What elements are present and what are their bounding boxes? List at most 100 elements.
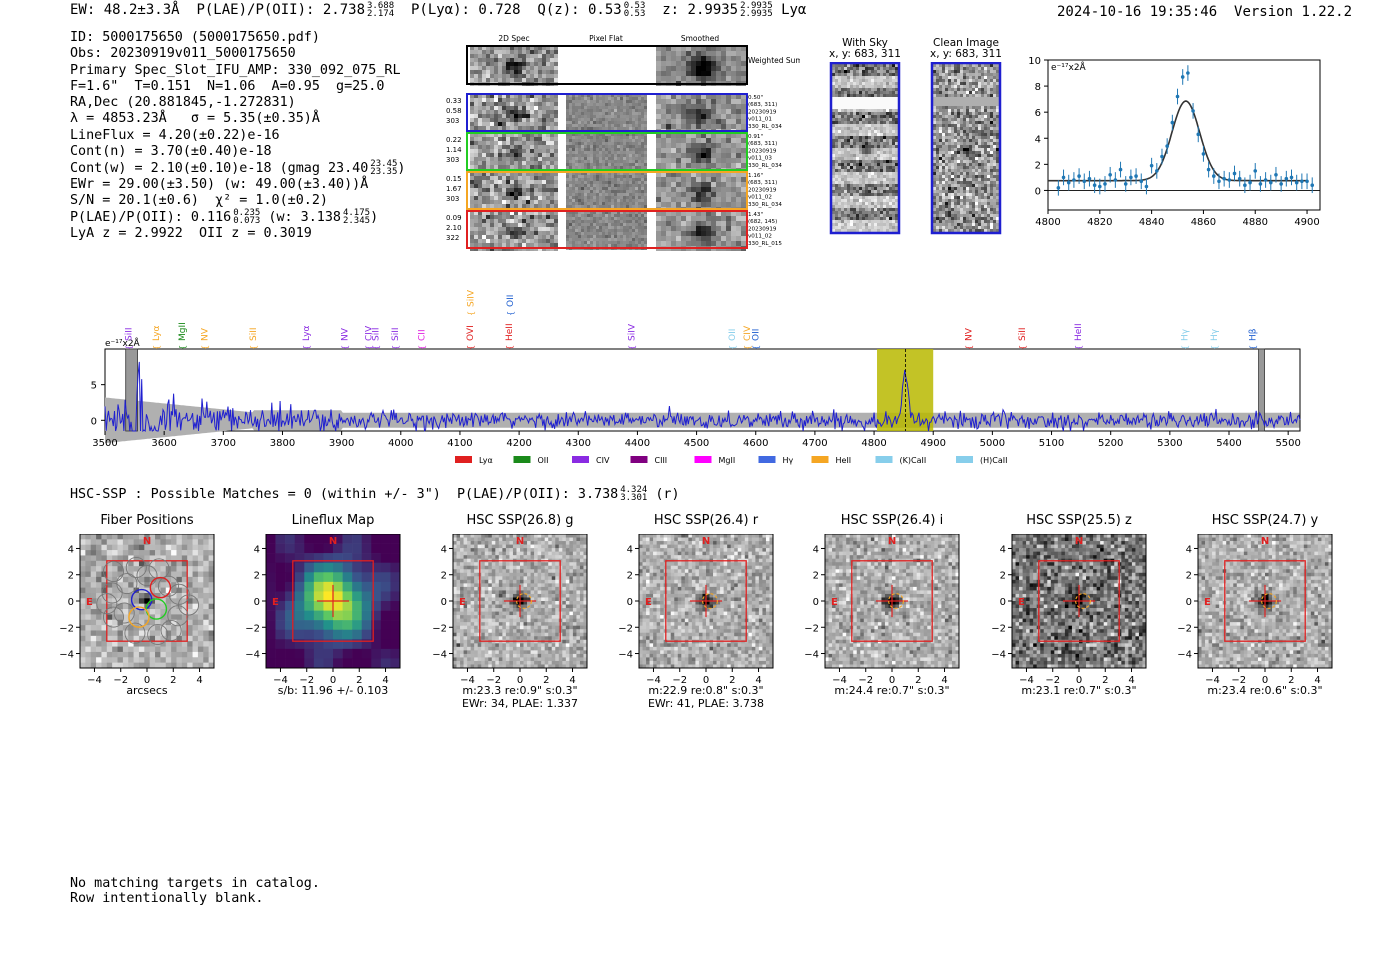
spectrum-xtick-label: 5500 [1275,438,1300,449]
spectrum-xtick-label: 4300 [566,438,591,449]
aperture-box [1038,560,1120,642]
fiber-weight-3: 303 [446,195,459,203]
catalog-ellipse [1075,593,1091,609]
legend-label: OII [538,456,549,465]
fit-xtick-label: 4820 [1087,217,1112,228]
spectral-line-bracket: { [628,345,637,350]
spectral-line-bracket: { [466,345,475,350]
spectral-line-bracket: { [391,345,400,350]
cutout-ytick-label: −4 [245,650,260,661]
spectral-line-label: CIV [743,325,753,341]
fit-point [1253,169,1258,173]
fit-point [1237,176,1242,181]
spectral-line-bracket: { [467,311,476,316]
cutout-ytick-label: −2 [618,623,633,634]
fit-point [1072,178,1076,182]
cutout-row: Fiber Positions N E 4 2 0 −2 −4 −4 −2 0 2 4 arcsecs Li… [0,508,1400,728]
fiber-meta-r1: 0.91" [748,134,763,140]
legend-swatch [956,456,973,463]
spectral-line-bracket: { [1210,345,1219,350]
fiber-row [470,133,746,173]
fit-point [1134,174,1138,178]
header-z-hi: 2.9935 [740,1,773,11]
fiber-meta-r3: 20230919 [748,109,777,115]
fit-point [1300,179,1304,184]
cutout-ytick-label: 0 [68,597,74,608]
cutout-caption: m:23.4 re:0.6" s:0.3" [1178,684,1352,697]
spectrum-xtick-label: 4200 [506,438,531,449]
spectrum-xtick-label: 3600 [151,438,176,449]
fiber-meta-r4: v011_01 [748,117,772,123]
cutout-xtick-label: −4 [1205,675,1220,686]
info-contn: Cont(n) = 3.70(±0.40)e-18 [70,144,272,160]
compass-east: E [86,597,93,608]
fit-point [1160,154,1164,159]
sky-images [829,62,1002,235]
fit-point [1118,167,1123,172]
fit-point [1165,144,1169,148]
legend-label: (K)CaII [900,456,927,465]
spectral-line-bracket: { [1181,345,1190,350]
timestamp: 2024-10-16 19:35:46 [1057,4,1218,20]
fit-point [1279,182,1283,186]
spectral-line-bracket: { [743,345,752,350]
fit-ytick-label: 6 [1035,108,1041,119]
cutout-xtick-label: −2 [858,675,873,686]
fiber-weight-3: 303 [446,156,459,164]
cutout-ytick-label: 4 [441,544,447,555]
cutout-pixels [266,534,401,669]
spectral-line-label: OVI [466,325,476,341]
spectral-line-label: SiII [1018,327,1028,341]
spectral-line-label: HeII [1074,323,1084,341]
fiber-meta-r5: 330_RL_015 [748,241,782,247]
fit-point [1170,120,1175,125]
spectral-line-label: Hγ [1210,328,1220,341]
spectrum-xtick-label: 4100 [447,438,472,449]
cutout-xtick-label: 0 [889,675,895,686]
hsc-lo: 3.301 [620,493,648,503]
cutout-title: HSC SSP(26.8) g [466,513,574,528]
fiber-circle [148,558,170,580]
plae-text: P(LAE)/P(OII): 0.116 [70,210,232,226]
fiber-circle [124,622,146,644]
clean-title: Clean Image x, y: 683, 311 [921,38,1011,60]
catalog-ellipse [516,593,532,609]
cutout-ytick-label: 0 [254,597,260,608]
cutout-ytick-label: 0 [1000,597,1006,608]
spectrum-xtick-label: 5100 [1039,438,1064,449]
header-qz-lo: 0.53 [623,9,646,19]
header-plae-lo: 2.174 [367,9,395,19]
detection-info: ID: 5000175650 (5000175650.pdf) Obs: 202… [70,30,405,242]
spectral-line-bracket: { [1018,345,1027,350]
fit-point [1098,184,1102,189]
header-ew: EW: 48.2±3.3Å [70,2,180,18]
cutout-ytick-label: −4 [432,650,447,661]
cutout-ytick-label: −4 [618,650,633,661]
cutout-xtick-label: 4 [1314,675,1320,686]
header-meta: 2024-10-16 19:35:46 Version 1.22.2 [1057,4,1352,20]
fiber-meta-r3: 20230919 [748,226,777,232]
fit-point [1056,186,1061,190]
fit-curve [1048,100,1307,182]
spectral-line-bracket: { [178,345,187,350]
spec2d-col-header: 2D Spec [498,34,529,43]
fit-xtick-label: 4860 [1191,217,1216,228]
fit-point [1268,180,1273,185]
fiber-circle [125,557,147,579]
cutout-ytick-label: 4 [813,544,819,555]
info-obs: Obs: 20230919v011_5000175650 [70,46,296,62]
cutout-caption-1: m:24.4 re:0.7" s:0.3" [834,684,950,697]
legend-swatch [875,456,893,463]
fiber-weight-2: 1.14 [446,146,462,154]
clean-label: Clean Image [932,37,1000,49]
legend-label: MgII [719,456,736,465]
fit-point [1144,184,1149,189]
spectral-line-label: OII [728,329,738,341]
compass-east: E [1018,597,1025,608]
fit-point [1206,167,1211,172]
hsc-band: (r) [655,487,680,502]
with-sky-title: With Sky x, y: 683, 311 [820,38,910,60]
cutout-xtick-label: 4 [1128,675,1134,686]
line-highlight-region [877,349,934,431]
fiber-meta-r5: 330_RL_034 [748,163,782,169]
